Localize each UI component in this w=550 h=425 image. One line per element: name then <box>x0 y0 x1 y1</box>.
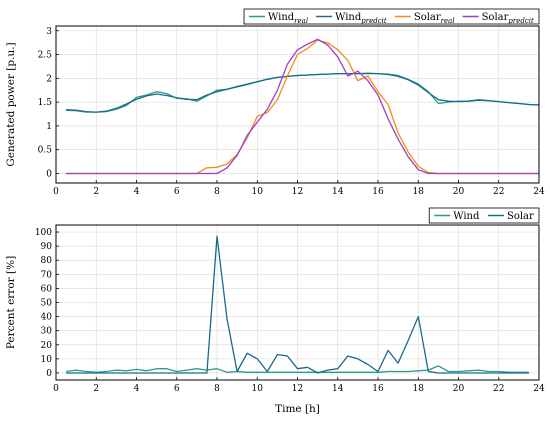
error-series <box>66 235 529 374</box>
x-tick-label: 6 <box>174 384 180 394</box>
y-tick-label: 30 <box>41 327 53 337</box>
y-tick-label: 1 <box>46 122 52 132</box>
legend-box <box>243 8 540 25</box>
y-tick-label: 80 <box>41 256 53 266</box>
x-tick-label: 22 <box>493 187 504 197</box>
legend-label: Solarpredcit <box>482 12 534 25</box>
x-tick-label: 8 <box>214 384 220 394</box>
error-panel: 0 2 4 6 8 10 12 14 16 18 20 22 240102030405060708090… <box>5 207 545 415</box>
legend-item-solar: Solar <box>487 211 534 222</box>
y-tick-label: 0 <box>46 169 52 179</box>
power-series <box>66 38 540 175</box>
y-tick-label: 70 <box>41 270 53 280</box>
legend-item-wind-real: Windreal <box>249 12 308 25</box>
x-tick-label: 2 <box>93 384 99 394</box>
x-tick-label: 20 <box>453 384 465 394</box>
y-tick-label: 2.5 <box>38 51 53 61</box>
legend-item-wind: Wind <box>434 211 480 222</box>
legend-label: Windpredcit <box>335 12 387 25</box>
x-tick-label: 4 <box>134 384 140 394</box>
x-tick-label: 18 <box>413 384 425 394</box>
y-tick-label: 20 <box>41 341 53 351</box>
x-tick-label: 20 <box>453 187 465 197</box>
time-x-axis-label: Time [h] <box>275 403 320 415</box>
legend-label: Windreal <box>268 12 308 25</box>
legend-item-wind-predcit: Windpredcit <box>316 12 387 25</box>
error-grid <box>55 225 540 380</box>
legend-box <box>428 207 540 224</box>
x-tick-label: 2 <box>93 187 99 197</box>
y-tick-label: 100 <box>35 228 52 238</box>
y-tick-label: 1.5 <box>38 98 53 108</box>
legend-label: Solar <box>507 211 534 222</box>
x-tick-label: 22 <box>493 384 504 394</box>
legend-item-solar-real: Solarreal <box>394 12 455 25</box>
y-tick-label: 50 <box>41 299 53 309</box>
x-tick-label: 14 <box>332 384 344 394</box>
legend-label: Solarreal <box>414 12 455 25</box>
x-tick-label: 4 <box>134 187 140 197</box>
series-line-solar <box>66 235 529 374</box>
power-y-axis-label: Generated power [p.u.] <box>5 42 17 166</box>
error-ticks: 0 2 4 6 8 10 12 14 16 18 20 22 240102030405060708090… <box>35 228 545 394</box>
y-tick-label: 10 <box>41 355 53 365</box>
power-legend: Windreal Windpredcit Solarreal Solarpredcit <box>243 8 540 25</box>
series-line-wind <box>66 365 529 373</box>
y-tick-label: 0.5 <box>38 146 53 156</box>
series-line-wind-real <box>66 72 540 113</box>
error-legend: Wind Solar <box>428 207 540 224</box>
legend-label: Wind <box>453 211 480 222</box>
y-tick-label: 0 <box>46 369 52 379</box>
series-line-solar-predcit <box>66 38 539 175</box>
x-tick-label: 0 <box>53 384 59 394</box>
x-tick-label: 18 <box>413 187 425 197</box>
x-tick-label: 16 <box>372 384 384 394</box>
legend-item-solar-predcit: Solarpredcit <box>462 12 534 25</box>
x-tick-label: 0 <box>53 187 59 197</box>
x-tick-label: 24 <box>533 187 545 197</box>
y-tick-label: 90 <box>41 242 53 252</box>
y-tick-label: 60 <box>41 284 53 294</box>
y-tick-label: 40 <box>41 313 53 323</box>
y-tick-label: 3 <box>46 27 52 37</box>
series-line-solar-real <box>66 39 539 175</box>
x-tick-label: 14 <box>332 187 344 197</box>
x-tick-label: 10 <box>252 187 264 197</box>
x-tick-label: 6 <box>174 187 180 197</box>
x-tick-label: 16 <box>372 187 384 197</box>
x-tick-label: 10 <box>252 384 264 394</box>
x-tick-label: 12 <box>292 187 303 197</box>
error-y-axis-label: Percent error [%] <box>5 256 17 349</box>
series-line-wind-predcit <box>66 72 540 113</box>
y-tick-label: 2 <box>46 74 52 84</box>
x-tick-label: 12 <box>292 384 303 394</box>
x-tick-label: 24 <box>533 384 545 394</box>
x-tick-label: 8 <box>214 187 220 197</box>
